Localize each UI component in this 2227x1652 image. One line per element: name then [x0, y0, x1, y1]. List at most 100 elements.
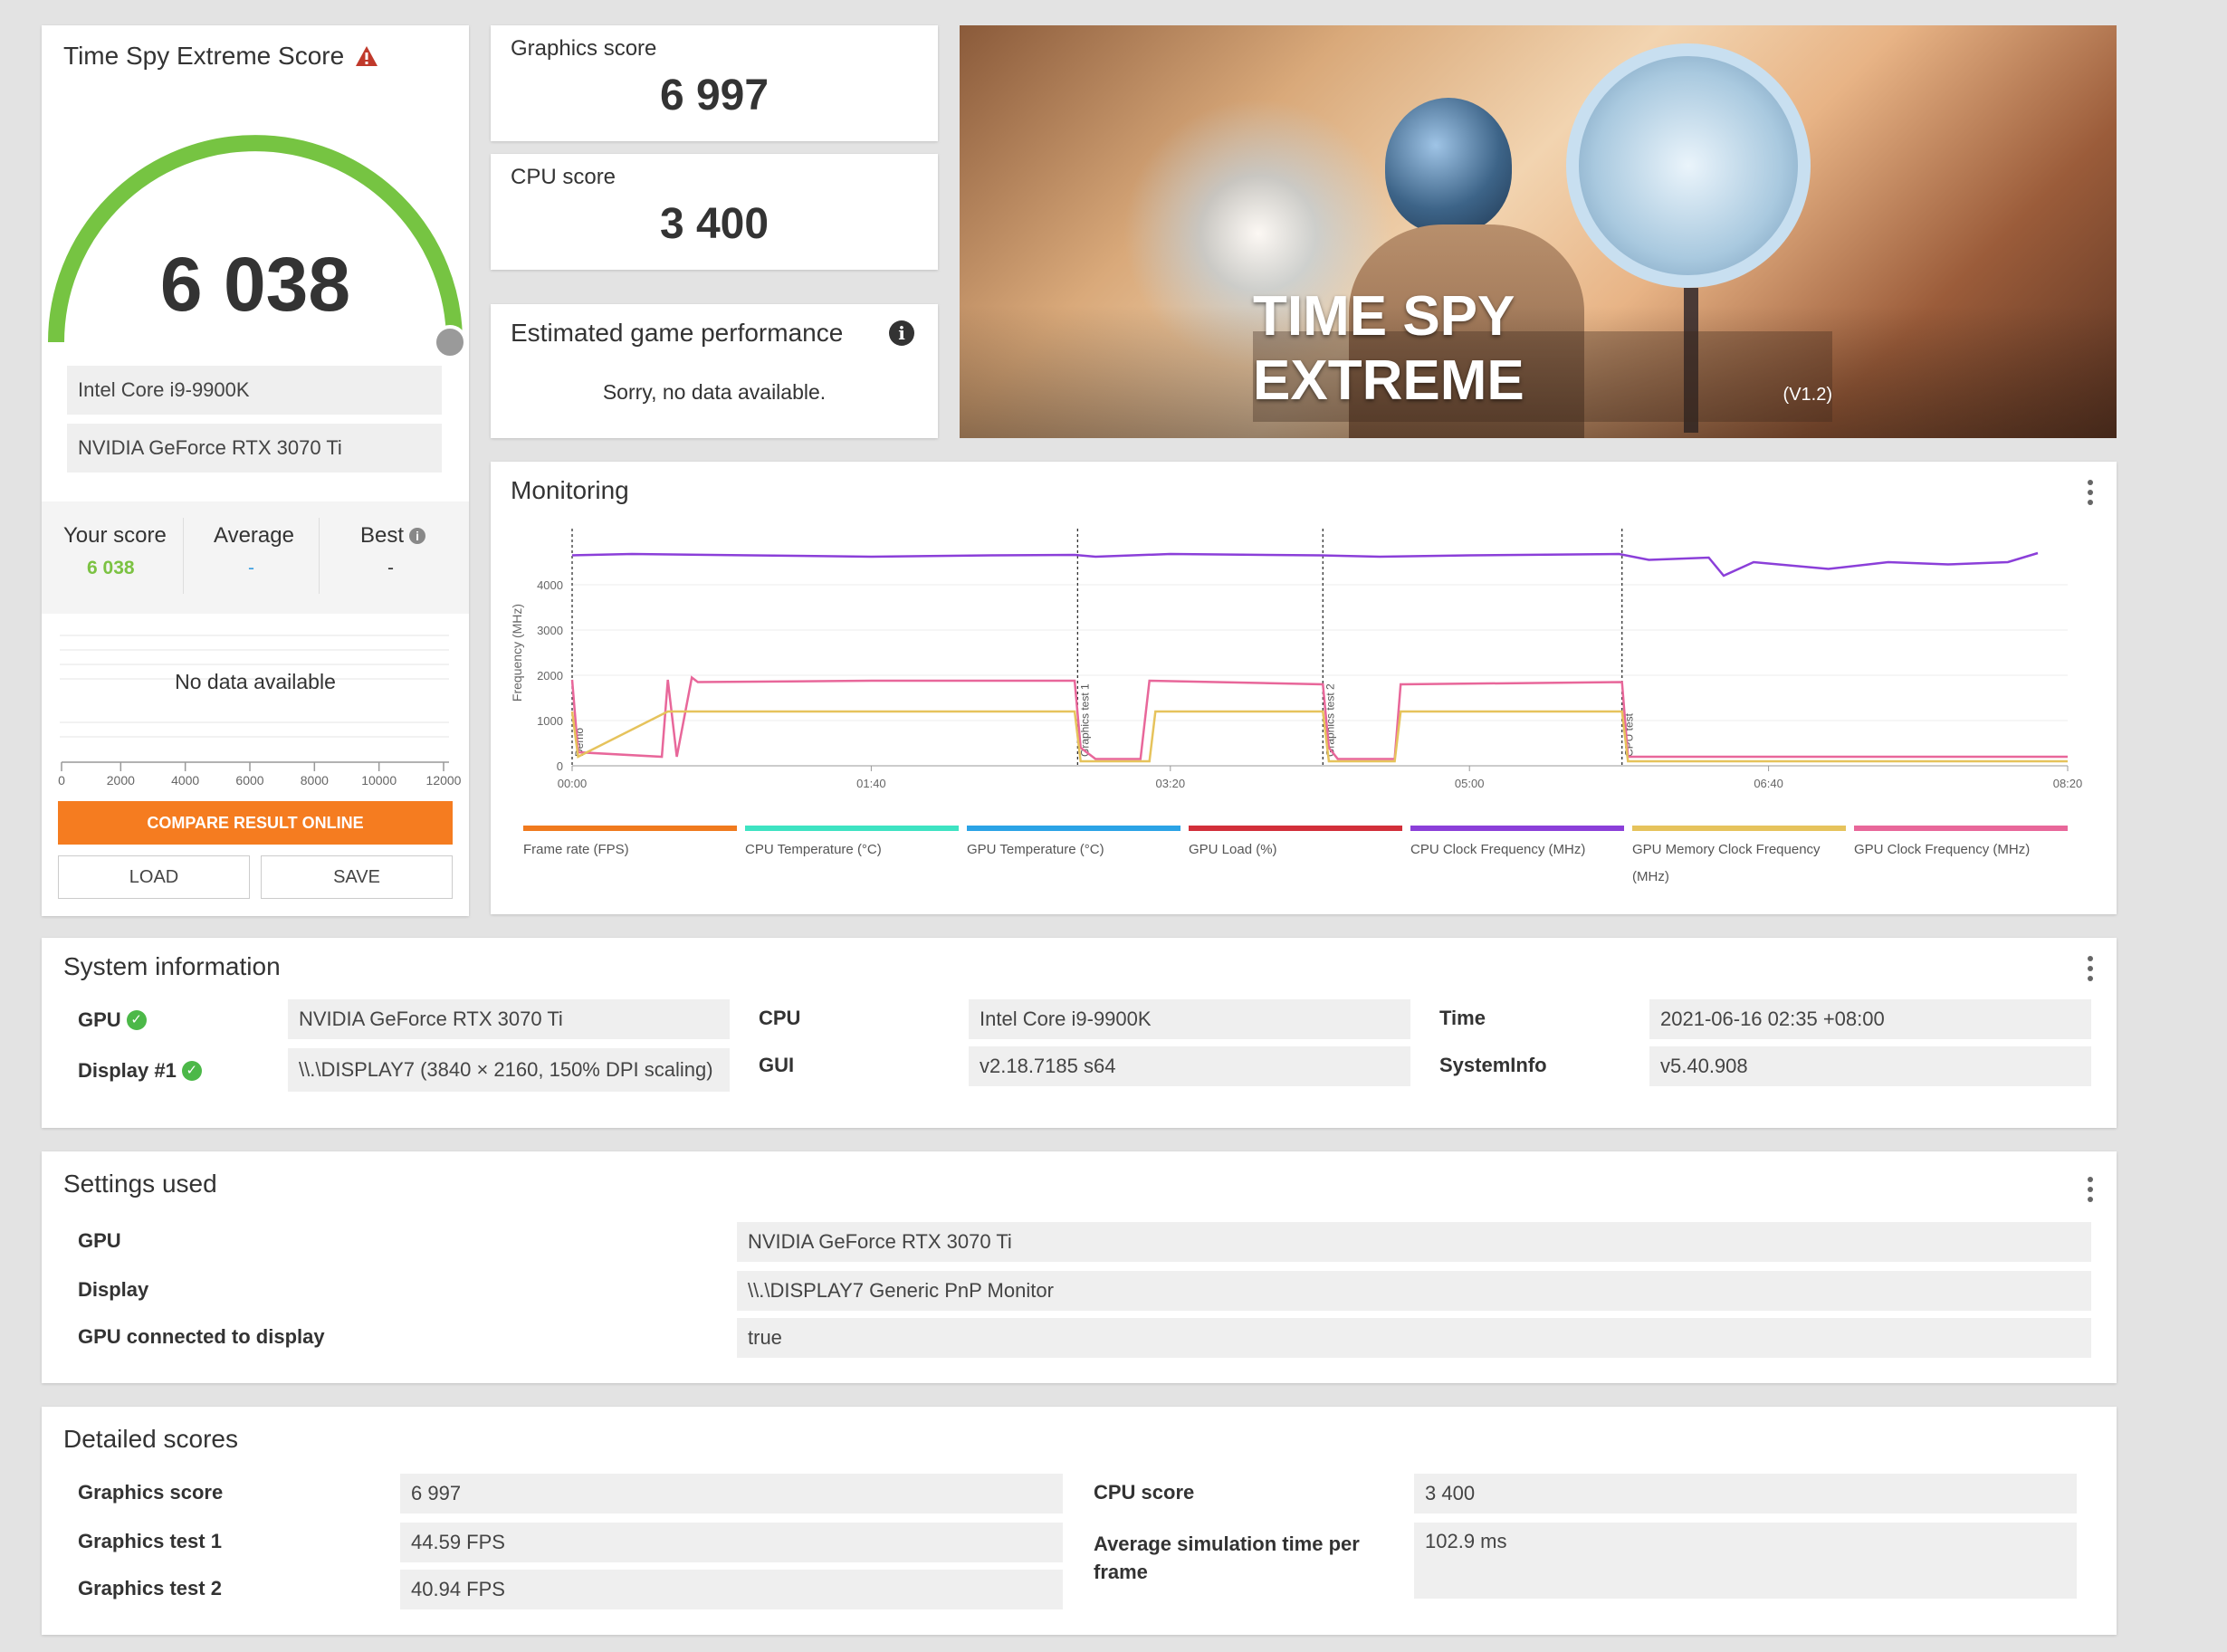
- system-gui-value: v2.18.7185 s64: [969, 1046, 1410, 1086]
- settings-gpu-value: NVIDIA GeForce RTX 3070 Ti: [737, 1222, 2091, 1262]
- divider: [183, 518, 184, 594]
- load-button[interactable]: LOAD: [58, 855, 250, 899]
- system-display-label: Display #1 ✓: [78, 1059, 202, 1083]
- system-time-label: Time: [1439, 1007, 1486, 1029]
- settings-gpu-label: GPU: [78, 1229, 121, 1252]
- x-tick-label: 01:40: [856, 777, 886, 790]
- legend-swatch[interactable]: [1632, 826, 1846, 831]
- y-tick-label: 0: [557, 759, 563, 773]
- axis-tick-label: 0: [58, 773, 65, 788]
- legend-label[interactable]: GPU Temperature (°C): [967, 842, 1104, 857]
- info-icon[interactable]: i: [889, 320, 914, 346]
- detailed-title: Detailed scores: [63, 1425, 238, 1453]
- legend-swatch[interactable]: [523, 826, 737, 831]
- x-tick-label: 03:20: [1156, 777, 1186, 790]
- axis-tick-label: 2000: [106, 773, 135, 788]
- average-value: -: [248, 558, 254, 578]
- detailed-graphics-score-value: 6 997: [400, 1474, 1063, 1514]
- detailed-gt1-value: 44.59 FPS: [400, 1523, 1063, 1562]
- detailed-cpu-score-label: CPU score: [1094, 1481, 1195, 1504]
- cpu-name-field: Intel Core i9-9900K: [67, 366, 442, 415]
- system-display-value: \\.\DISPLAY7 (3840 × 2160, 150% DPI scal…: [288, 1048, 730, 1092]
- system-sysinfo-label: SystemInfo: [1439, 1054, 1547, 1076]
- x-tick-label: 06:40: [1754, 777, 1783, 790]
- axis-tick-label: 6000: [235, 773, 264, 788]
- character-helmet: [1385, 98, 1512, 234]
- legend-swatch[interactable]: [745, 826, 959, 831]
- x-tick-label: 00:00: [558, 777, 588, 790]
- legend-label[interactable]: GPU Clock Frequency (MHz): [1854, 842, 2031, 857]
- y-tick-label: 2000: [537, 669, 563, 683]
- settings-display-label: Display: [78, 1278, 149, 1301]
- y-tick-label: 1000: [537, 714, 563, 728]
- system-gui-label: GUI: [759, 1054, 795, 1076]
- x-tick-label: 08:20: [2053, 777, 2083, 790]
- detailed-gt2-value: 40.94 FPS: [400, 1570, 1063, 1609]
- estimated-game-performance-card: Estimated game performance i Sorry, no d…: [491, 304, 938, 438]
- detailed-graphics-score-label: Graphics score: [78, 1481, 224, 1504]
- legend-swatch[interactable]: [1410, 826, 1624, 831]
- settings-display-value: \\.\DISPLAY7 Generic PnP Monitor: [737, 1271, 2091, 1311]
- monitoring-title: Monitoring: [511, 476, 629, 504]
- system-cpu-value: Intel Core i9-9900K: [969, 999, 1410, 1039]
- banner-version: (V1.2): [1783, 385, 1832, 405]
- legend-label[interactable]: GPU Memory Clock Frequency (MHz): [1632, 842, 1821, 884]
- axis-tick-label: 4000: [171, 773, 200, 788]
- your-score-value: 6 038: [87, 558, 135, 578]
- detailed-avg-sim-value: 102.9 ms: [1414, 1523, 2077, 1599]
- graphics-score-card: Graphics score 6 997: [491, 25, 938, 141]
- detailed-avg-sim-label: Average simulation time per frame: [1094, 1533, 1360, 1583]
- system-cpu-label: CPU: [759, 1007, 801, 1029]
- series-line: [571, 551, 2039, 578]
- score-gauge: [48, 135, 467, 359]
- graphics-score-value: 6 997: [659, 72, 769, 119]
- x-tick-label: 05:00: [1455, 777, 1485, 790]
- score-panel: Time Spy Extreme Score 6 038 Intel Core …: [42, 25, 469, 916]
- y-tick-label: 4000: [537, 578, 563, 592]
- legend-swatch[interactable]: [1189, 826, 1402, 831]
- score-title: Time Spy Extreme Score: [63, 42, 378, 71]
- detailed-gt2-label: Graphics test 2: [78, 1577, 222, 1599]
- score-distribution-chart: [60, 635, 449, 771]
- estimated-message: Sorry, no data available.: [602, 380, 827, 404]
- banner-shade: [960, 306, 2117, 438]
- legend-label[interactable]: Frame rate (FPS): [523, 842, 629, 857]
- graphics-score-label: Graphics score: [511, 36, 657, 61]
- settings-menu-icon[interactable]: [2088, 1177, 2093, 1202]
- system-gpu-label: GPU ✓: [78, 1008, 147, 1032]
- benchmark-banner-image: TIME SPY EXTREME (V1.2): [960, 25, 2117, 438]
- series-line: [570, 675, 2068, 760]
- banner-title-text: TIME SPY EXTREME: [1253, 285, 1524, 412]
- gauge-arc: [48, 135, 463, 343]
- estimated-title: Estimated game performance: [511, 319, 844, 347]
- best-value: -: [387, 558, 394, 578]
- series-line: [570, 710, 2068, 763]
- divider: [319, 518, 320, 594]
- compare-result-online-button[interactable]: COMPARE RESULT ONLINE: [58, 801, 453, 845]
- gpu-name-field: NVIDIA GeForce RTX 3070 Ti: [67, 424, 442, 473]
- detailed-cpu-score-value: 3 400: [1414, 1474, 2077, 1514]
- your-score-label: Your score: [63, 523, 167, 548]
- gauge-knob: [433, 325, 467, 359]
- monitoring-menu-icon[interactable]: [2088, 480, 2093, 505]
- info-icon[interactable]: i: [409, 528, 426, 544]
- legend-label[interactable]: CPU Clock Frequency (MHz): [1410, 842, 1586, 857]
- cpu-score-label: CPU score: [511, 165, 616, 189]
- cpu-score-card: CPU score 3 400: [491, 154, 938, 270]
- save-button[interactable]: SAVE: [261, 855, 453, 899]
- legend-label[interactable]: GPU Load (%): [1189, 842, 1277, 857]
- mirror-shape: [1566, 43, 1811, 288]
- cpu-score-value: 3 400: [659, 200, 769, 248]
- monitoring-card: Monitoring 0 1000 2000 3000 4000 00:00 01:40 03…: [491, 462, 2117, 914]
- legend-swatch[interactable]: [1854, 826, 2068, 831]
- axis-tick-label: 12000: [425, 773, 462, 788]
- average-label: Average: [214, 523, 294, 548]
- legend-label[interactable]: CPU Temperature (°C): [745, 842, 882, 857]
- system-info-title: System information: [63, 952, 281, 980]
- system-info-menu-icon[interactable]: [2088, 956, 2093, 981]
- detailed-scores-card: Detailed scores Graphics score 6 997 Gra…: [42, 1407, 2117, 1635]
- axis-tick-label: 8000: [300, 773, 329, 788]
- settings-connected-value: true: [737, 1318, 2091, 1358]
- legend-swatch[interactable]: [967, 826, 1180, 831]
- system-sysinfo-value: v5.40.908: [1649, 1046, 2091, 1086]
